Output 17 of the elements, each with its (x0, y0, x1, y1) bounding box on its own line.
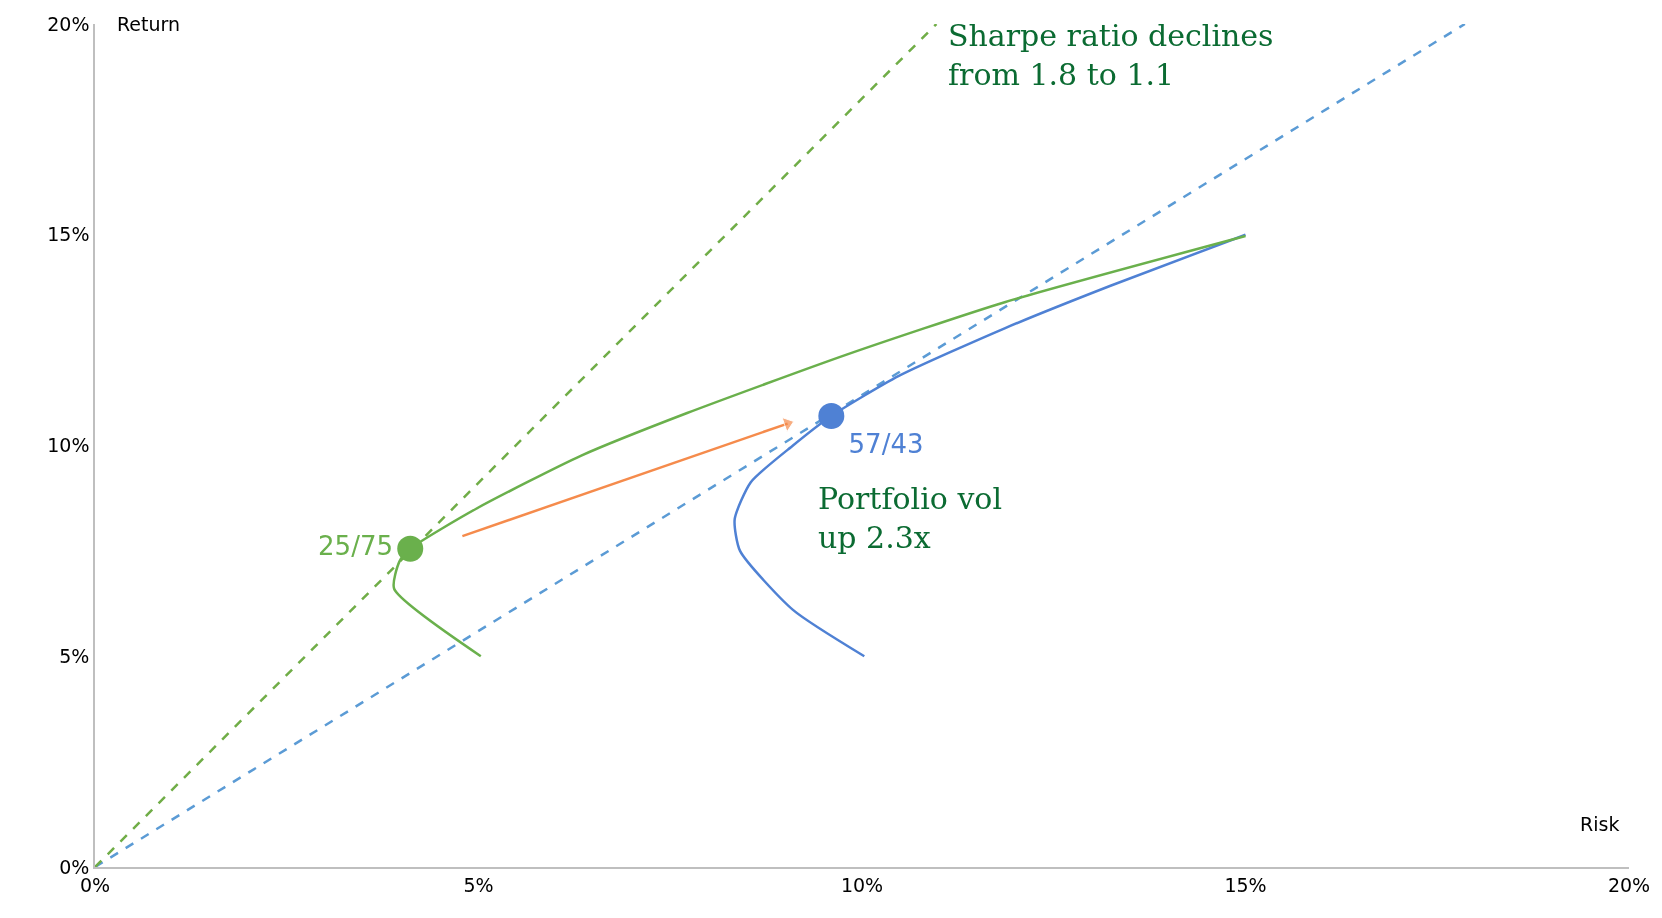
y-tick-label: 15% (47, 223, 90, 246)
y-axis-title: Return (117, 13, 181, 35)
line-series (733, 233, 1247, 658)
series-label: 25/75 (318, 531, 393, 562)
x-tick-label: 15% (1224, 873, 1267, 896)
y-tick-label: 10% (47, 434, 90, 457)
point (818, 403, 845, 429)
x-tick-label: 10% (840, 873, 884, 896)
y-tick-label: 20% (47, 12, 90, 35)
annotation: Portfolio vol up 2.3x (818, 481, 1002, 555)
point (397, 535, 424, 562)
x-axis-title: Risk (1580, 813, 1620, 835)
annotation: Sharpe ratio declines from 1.8 to 1.1 (948, 18, 1274, 92)
x-tick-label: 5% (463, 873, 494, 896)
y-tick-label: 5% (59, 644, 90, 667)
x-tick-label: 20% (1607, 873, 1651, 896)
series-label: 57/43 (848, 428, 924, 459)
